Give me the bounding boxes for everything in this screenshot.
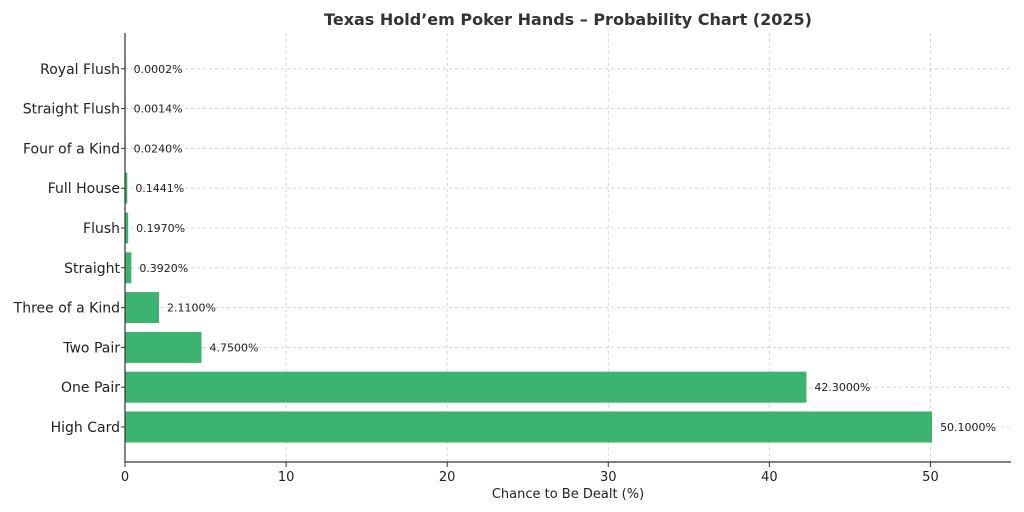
x-ticks: 0 10 20 30 40 50 [121, 462, 939, 485]
bar [125, 252, 132, 284]
x-tick-label: 0 [121, 470, 129, 485]
category-label: One Pair [61, 380, 120, 396]
x-tick-label: 50 [922, 470, 939, 485]
category-label: Straight [64, 261, 120, 277]
bar [125, 331, 202, 363]
category-labels: High Card One Pair Two Pair Three of a Kind… [13, 62, 125, 436]
value-label: 42.3000% [814, 381, 870, 394]
x-tick-label: 30 [600, 470, 617, 485]
category-label: Straight Flush [23, 102, 120, 118]
value-label: 50.1000% [940, 421, 996, 434]
value-labels: 50.1000% 42.3000% 4.7500% 2.1100% 0.3920% 0.1… [134, 63, 996, 434]
category-label: Full House [48, 181, 120, 197]
x-axis-label: Chance to Be Dealt (%) [492, 487, 644, 502]
bars [125, 53, 933, 443]
category-label: Four of a Kind [23, 141, 120, 157]
x-tick-label: 20 [439, 470, 456, 485]
category-label: High Card [51, 420, 120, 436]
x-tick-label: 40 [761, 470, 778, 485]
bar [125, 172, 128, 204]
category-label: Flush [83, 221, 120, 237]
value-label: 0.0240% [134, 142, 183, 155]
category-label: Two Pair [62, 340, 120, 356]
x-tick-label: 10 [278, 470, 295, 485]
bar [125, 292, 159, 324]
chart-title: Texas Hold’em Poker Hands – Probability … [324, 10, 812, 29]
value-label: 2.1100% [167, 302, 216, 315]
value-label: 0.3920% [139, 262, 188, 275]
value-label: 0.1441% [135, 182, 184, 195]
bar [125, 212, 129, 244]
value-label: 4.7500% [210, 341, 259, 354]
bar [125, 411, 933, 443]
category-label: Royal Flush [40, 62, 120, 78]
category-label: Three of a Kind [13, 301, 120, 317]
bar [125, 371, 807, 403]
value-label: 0.0002% [134, 63, 183, 76]
value-label: 0.0014% [134, 103, 183, 116]
value-label: 0.1970% [136, 222, 185, 235]
